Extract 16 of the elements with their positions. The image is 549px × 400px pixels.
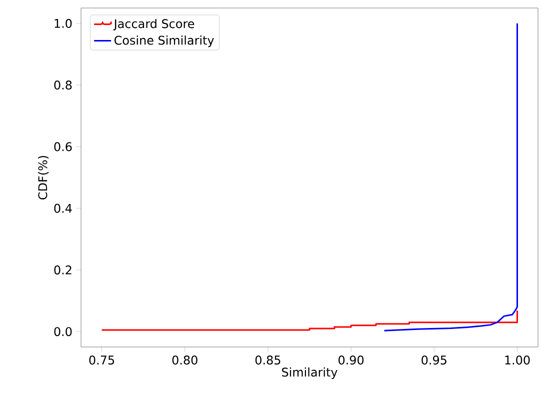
y-tick-label: 0.0: [54, 327, 72, 336]
x-axis-title: Similarity: [282, 367, 338, 379]
y-tick-label: 0.4: [54, 204, 72, 213]
x-tick-label: 0.95: [422, 356, 446, 365]
x-tick-label: 0.80: [172, 356, 198, 365]
y-tick-label: 0.6: [54, 142, 72, 152]
x-tick-label: 0.85: [255, 356, 280, 365]
y-axis-title: CDF(%): [38, 156, 49, 200]
legend-label: Cosine Similarity: [114, 36, 214, 48]
y-tick-label: 1.0: [54, 18, 72, 28]
x-tick-label: 0.75: [89, 356, 114, 365]
legend-label: Jaccard Score: [113, 18, 194, 30]
y-tick-label: 0.8: [54, 80, 72, 90]
x-tick-label: 1.00: [505, 356, 530, 365]
x-tick-label: 0.90: [338, 356, 364, 365]
y-tick-label: 0.2: [54, 265, 72, 274]
